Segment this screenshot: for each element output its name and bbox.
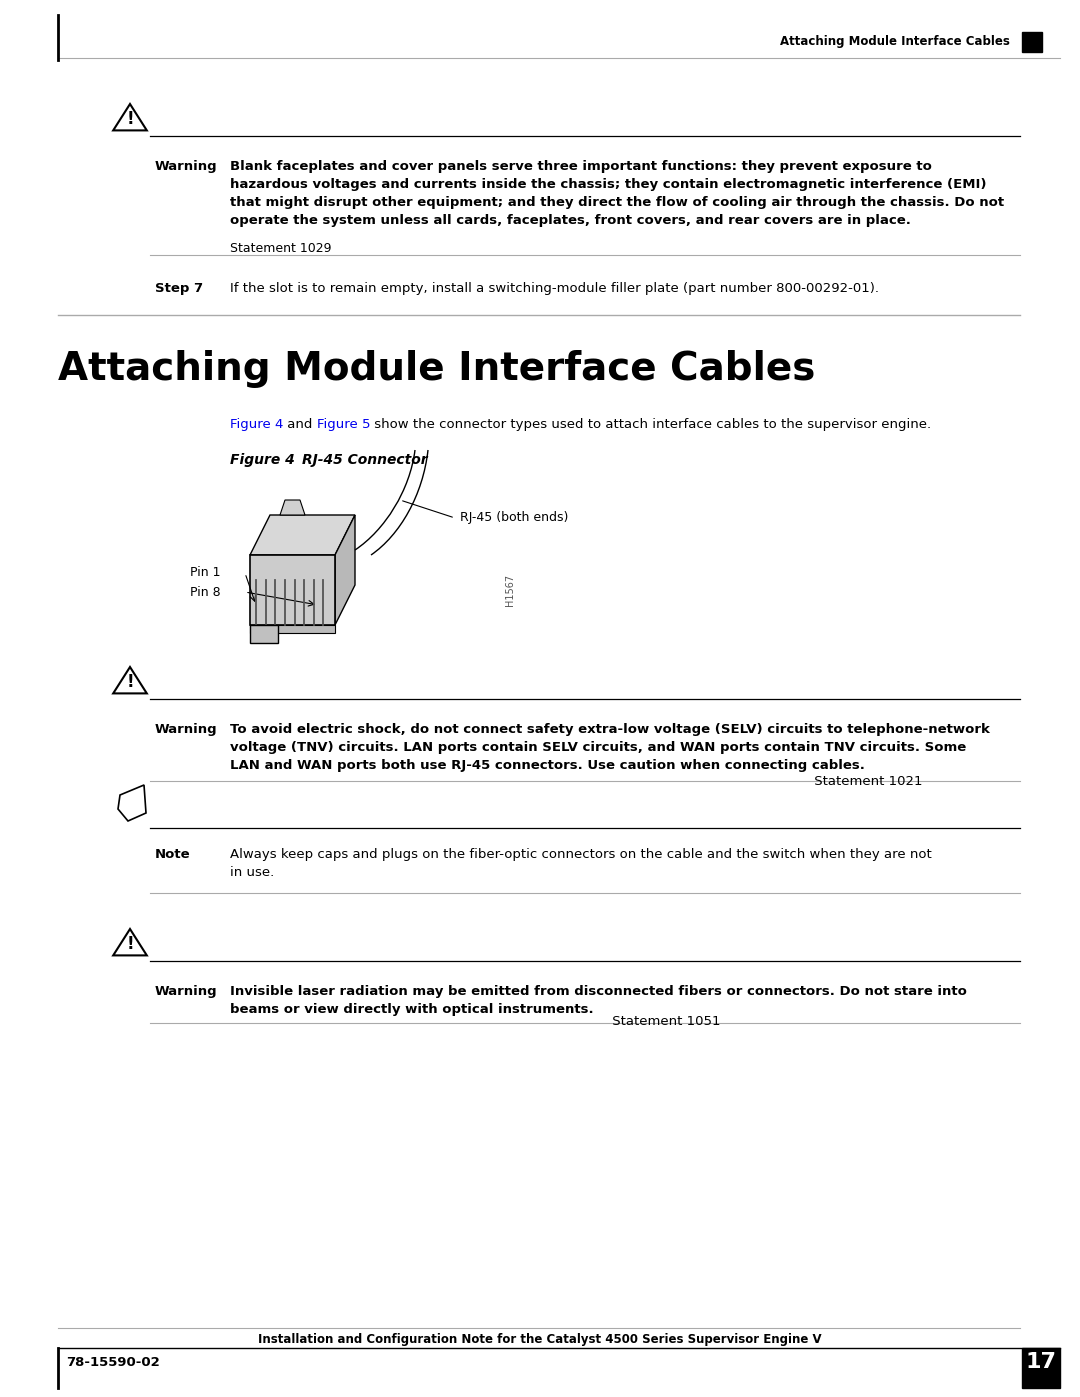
Polygon shape — [113, 929, 147, 956]
Text: Attaching Module Interface Cables: Attaching Module Interface Cables — [780, 35, 1010, 49]
Polygon shape — [113, 103, 147, 130]
Polygon shape — [113, 666, 147, 693]
Text: RJ-45 (both ends): RJ-45 (both ends) — [460, 511, 568, 524]
Polygon shape — [118, 785, 146, 821]
Text: Statement 1029: Statement 1029 — [230, 242, 332, 256]
Text: Always keep caps and plugs on the fiber-optic connectors on the cable and the sw: Always keep caps and plugs on the fiber-… — [230, 848, 932, 879]
Bar — [1022, 32, 1042, 52]
Text: 17: 17 — [1026, 1352, 1056, 1372]
Text: Step 7: Step 7 — [156, 282, 203, 295]
Text: If the slot is to remain empty, install a switching-module filler plate (part nu: If the slot is to remain empty, install … — [230, 282, 879, 295]
Text: Attaching Module Interface Cables: Attaching Module Interface Cables — [58, 351, 815, 388]
Text: Warning: Warning — [156, 724, 218, 736]
Bar — [249, 555, 335, 624]
Bar — [1022, 1348, 1059, 1389]
Text: Figure 4: Figure 4 — [230, 418, 283, 432]
Text: Statement 1051: Statement 1051 — [608, 1016, 720, 1028]
Text: Warning: Warning — [156, 161, 218, 173]
Polygon shape — [335, 515, 355, 624]
Text: RJ-45 Connector: RJ-45 Connector — [302, 453, 428, 467]
Polygon shape — [249, 624, 278, 643]
Text: Pin 8: Pin 8 — [190, 585, 220, 598]
Text: !: ! — [126, 110, 134, 129]
Text: Statement 1021: Statement 1021 — [810, 775, 922, 788]
Text: !: ! — [126, 673, 134, 692]
Polygon shape — [249, 624, 335, 633]
Text: To avoid electric shock, do not connect safety extra-low voltage (SELV) circuits: To avoid electric shock, do not connect … — [230, 724, 990, 773]
Text: Warning: Warning — [156, 985, 218, 997]
Text: Installation and Configuration Note for the Catalyst 4500 Series Supervisor Engi: Installation and Configuration Note for … — [258, 1333, 822, 1345]
Text: Figure 5: Figure 5 — [318, 418, 370, 432]
Text: 78-15590-02: 78-15590-02 — [66, 1355, 160, 1369]
Text: !: ! — [126, 935, 134, 953]
Text: H1567: H1567 — [505, 574, 515, 606]
Text: Pin 1: Pin 1 — [190, 567, 220, 580]
Text: Figure 4: Figure 4 — [230, 453, 295, 467]
Polygon shape — [280, 500, 305, 515]
Text: Note: Note — [156, 848, 191, 861]
Text: Invisible laser radiation may be emitted from disconnected fibers or connectors.: Invisible laser radiation may be emitted… — [230, 985, 967, 1016]
Text: show the connector types used to attach interface cables to the supervisor engin: show the connector types used to attach … — [370, 418, 932, 432]
Text: Blank faceplates and cover panels serve three important functions: they prevent : Blank faceplates and cover panels serve … — [230, 161, 1004, 226]
Polygon shape — [249, 515, 355, 555]
Text: and: and — [283, 418, 318, 432]
